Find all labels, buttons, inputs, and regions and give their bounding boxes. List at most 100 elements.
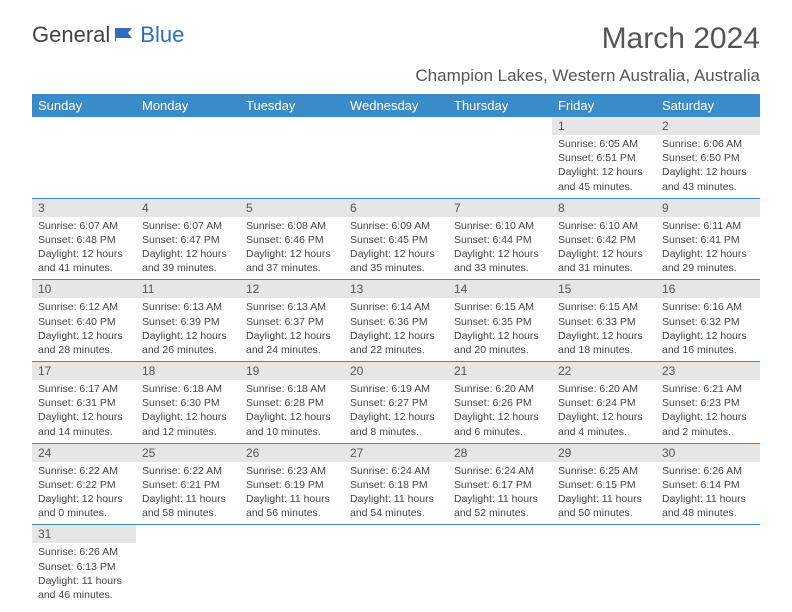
day-number: 31 xyxy=(32,525,136,543)
calendar-cell: 8Sunrise: 6:10 AMSunset: 6:42 PMDaylight… xyxy=(552,198,656,280)
day-info: Sunrise: 6:23 AMSunset: 6:19 PMDaylight:… xyxy=(240,462,344,525)
calendar-table: SundayMondayTuesdayWednesdayThursdayFrid… xyxy=(32,94,760,606)
calendar-cell xyxy=(448,117,552,198)
calendar-cell: 21Sunrise: 6:20 AMSunset: 6:26 PMDayligh… xyxy=(448,362,552,444)
calendar-cell: 31Sunrise: 6:26 AMSunset: 6:13 PMDayligh… xyxy=(32,525,136,606)
page-subtitle: Champion Lakes, Western Australia, Austr… xyxy=(32,66,760,86)
day-info: Sunrise: 6:08 AMSunset: 6:46 PMDaylight:… xyxy=(240,217,344,280)
day-info: Sunrise: 6:17 AMSunset: 6:31 PMDaylight:… xyxy=(32,380,136,443)
day-info: Sunrise: 6:19 AMSunset: 6:27 PMDaylight:… xyxy=(344,380,448,443)
calendar-cell xyxy=(448,525,552,606)
calendar-cell: 27Sunrise: 6:24 AMSunset: 6:18 PMDayligh… xyxy=(344,443,448,525)
logo-text-2: Blue xyxy=(140,22,184,48)
day-number: 24 xyxy=(32,444,136,462)
calendar-cell: 9Sunrise: 6:11 AMSunset: 6:41 PMDaylight… xyxy=(656,198,760,280)
day-info: Sunrise: 6:20 AMSunset: 6:24 PMDaylight:… xyxy=(552,380,656,443)
day-info: Sunrise: 6:07 AMSunset: 6:48 PMDaylight:… xyxy=(32,217,136,280)
day-info: Sunrise: 6:22 AMSunset: 6:22 PMDaylight:… xyxy=(32,462,136,525)
calendar-cell: 24Sunrise: 6:22 AMSunset: 6:22 PMDayligh… xyxy=(32,443,136,525)
weekday-header: Thursday xyxy=(448,94,552,117)
day-info: Sunrise: 6:24 AMSunset: 6:18 PMDaylight:… xyxy=(344,462,448,525)
day-info: Sunrise: 6:13 AMSunset: 6:37 PMDaylight:… xyxy=(240,298,344,361)
day-number: 18 xyxy=(136,362,240,380)
calendar-cell: 26Sunrise: 6:23 AMSunset: 6:19 PMDayligh… xyxy=(240,443,344,525)
calendar-cell: 7Sunrise: 6:10 AMSunset: 6:44 PMDaylight… xyxy=(448,198,552,280)
day-info: Sunrise: 6:24 AMSunset: 6:17 PMDaylight:… xyxy=(448,462,552,525)
weekday-header: Friday xyxy=(552,94,656,117)
day-number: 6 xyxy=(344,199,448,217)
calendar-cell xyxy=(32,117,136,198)
day-info: Sunrise: 6:07 AMSunset: 6:47 PMDaylight:… xyxy=(136,217,240,280)
calendar-cell: 22Sunrise: 6:20 AMSunset: 6:24 PMDayligh… xyxy=(552,362,656,444)
day-number: 7 xyxy=(448,199,552,217)
calendar-cell: 17Sunrise: 6:17 AMSunset: 6:31 PMDayligh… xyxy=(32,362,136,444)
calendar-cell: 3Sunrise: 6:07 AMSunset: 6:48 PMDaylight… xyxy=(32,198,136,280)
day-info: Sunrise: 6:26 AMSunset: 6:14 PMDaylight:… xyxy=(656,462,760,525)
day-number: 8 xyxy=(552,199,656,217)
day-info: Sunrise: 6:06 AMSunset: 6:50 PMDaylight:… xyxy=(656,135,760,198)
day-info: Sunrise: 6:10 AMSunset: 6:42 PMDaylight:… xyxy=(552,217,656,280)
day-number: 2 xyxy=(656,117,760,135)
day-number: 3 xyxy=(32,199,136,217)
day-number: 16 xyxy=(656,280,760,298)
day-info: Sunrise: 6:10 AMSunset: 6:44 PMDaylight:… xyxy=(448,217,552,280)
calendar-cell: 23Sunrise: 6:21 AMSunset: 6:23 PMDayligh… xyxy=(656,362,760,444)
calendar-cell: 1Sunrise: 6:05 AMSunset: 6:51 PMDaylight… xyxy=(552,117,656,198)
weekday-header: Sunday xyxy=(32,94,136,117)
logo-text-1: General xyxy=(32,22,110,48)
logo: General Blue xyxy=(32,22,184,48)
day-info: Sunrise: 6:12 AMSunset: 6:40 PMDaylight:… xyxy=(32,298,136,361)
calendar-cell xyxy=(240,117,344,198)
day-number: 26 xyxy=(240,444,344,462)
day-info: Sunrise: 6:11 AMSunset: 6:41 PMDaylight:… xyxy=(656,217,760,280)
weekday-header: Wednesday xyxy=(344,94,448,117)
day-info: Sunrise: 6:18 AMSunset: 6:30 PMDaylight:… xyxy=(136,380,240,443)
calendar-cell: 11Sunrise: 6:13 AMSunset: 6:39 PMDayligh… xyxy=(136,280,240,362)
page-title: March 2024 xyxy=(602,22,760,56)
day-number: 29 xyxy=(552,444,656,462)
day-info: Sunrise: 6:09 AMSunset: 6:45 PMDaylight:… xyxy=(344,217,448,280)
calendar-cell: 15Sunrise: 6:15 AMSunset: 6:33 PMDayligh… xyxy=(552,280,656,362)
day-number: 1 xyxy=(552,117,656,135)
day-number: 4 xyxy=(136,199,240,217)
calendar-cell: 29Sunrise: 6:25 AMSunset: 6:15 PMDayligh… xyxy=(552,443,656,525)
calendar-cell: 14Sunrise: 6:15 AMSunset: 6:35 PMDayligh… xyxy=(448,280,552,362)
day-number: 10 xyxy=(32,280,136,298)
day-number: 20 xyxy=(344,362,448,380)
calendar-cell: 12Sunrise: 6:13 AMSunset: 6:37 PMDayligh… xyxy=(240,280,344,362)
day-number: 22 xyxy=(552,362,656,380)
day-number: 12 xyxy=(240,280,344,298)
calendar-cell: 20Sunrise: 6:19 AMSunset: 6:27 PMDayligh… xyxy=(344,362,448,444)
calendar-cell xyxy=(344,525,448,606)
day-info: Sunrise: 6:05 AMSunset: 6:51 PMDaylight:… xyxy=(552,135,656,198)
day-info: Sunrise: 6:18 AMSunset: 6:28 PMDaylight:… xyxy=(240,380,344,443)
day-info: Sunrise: 6:13 AMSunset: 6:39 PMDaylight:… xyxy=(136,298,240,361)
day-number: 14 xyxy=(448,280,552,298)
day-info: Sunrise: 6:25 AMSunset: 6:15 PMDaylight:… xyxy=(552,462,656,525)
day-number: 25 xyxy=(136,444,240,462)
calendar-cell: 16Sunrise: 6:16 AMSunset: 6:32 PMDayligh… xyxy=(656,280,760,362)
day-info: Sunrise: 6:22 AMSunset: 6:21 PMDaylight:… xyxy=(136,462,240,525)
calendar-cell: 6Sunrise: 6:09 AMSunset: 6:45 PMDaylight… xyxy=(344,198,448,280)
day-info: Sunrise: 6:26 AMSunset: 6:13 PMDaylight:… xyxy=(32,543,136,606)
day-info: Sunrise: 6:15 AMSunset: 6:33 PMDaylight:… xyxy=(552,298,656,361)
calendar-cell xyxy=(136,525,240,606)
day-number: 15 xyxy=(552,280,656,298)
day-number: 23 xyxy=(656,362,760,380)
day-number: 17 xyxy=(32,362,136,380)
day-number: 21 xyxy=(448,362,552,380)
weekday-header: Monday xyxy=(136,94,240,117)
calendar-cell: 2Sunrise: 6:06 AMSunset: 6:50 PMDaylight… xyxy=(656,117,760,198)
day-number: 28 xyxy=(448,444,552,462)
calendar-cell: 18Sunrise: 6:18 AMSunset: 6:30 PMDayligh… xyxy=(136,362,240,444)
calendar-cell: 28Sunrise: 6:24 AMSunset: 6:17 PMDayligh… xyxy=(448,443,552,525)
day-number: 27 xyxy=(344,444,448,462)
day-info: Sunrise: 6:14 AMSunset: 6:36 PMDaylight:… xyxy=(344,298,448,361)
calendar-cell: 25Sunrise: 6:22 AMSunset: 6:21 PMDayligh… xyxy=(136,443,240,525)
calendar-cell: 30Sunrise: 6:26 AMSunset: 6:14 PMDayligh… xyxy=(656,443,760,525)
day-number: 9 xyxy=(656,199,760,217)
day-number: 5 xyxy=(240,199,344,217)
calendar-cell: 13Sunrise: 6:14 AMSunset: 6:36 PMDayligh… xyxy=(344,280,448,362)
day-info: Sunrise: 6:21 AMSunset: 6:23 PMDaylight:… xyxy=(656,380,760,443)
calendar-cell: 10Sunrise: 6:12 AMSunset: 6:40 PMDayligh… xyxy=(32,280,136,362)
